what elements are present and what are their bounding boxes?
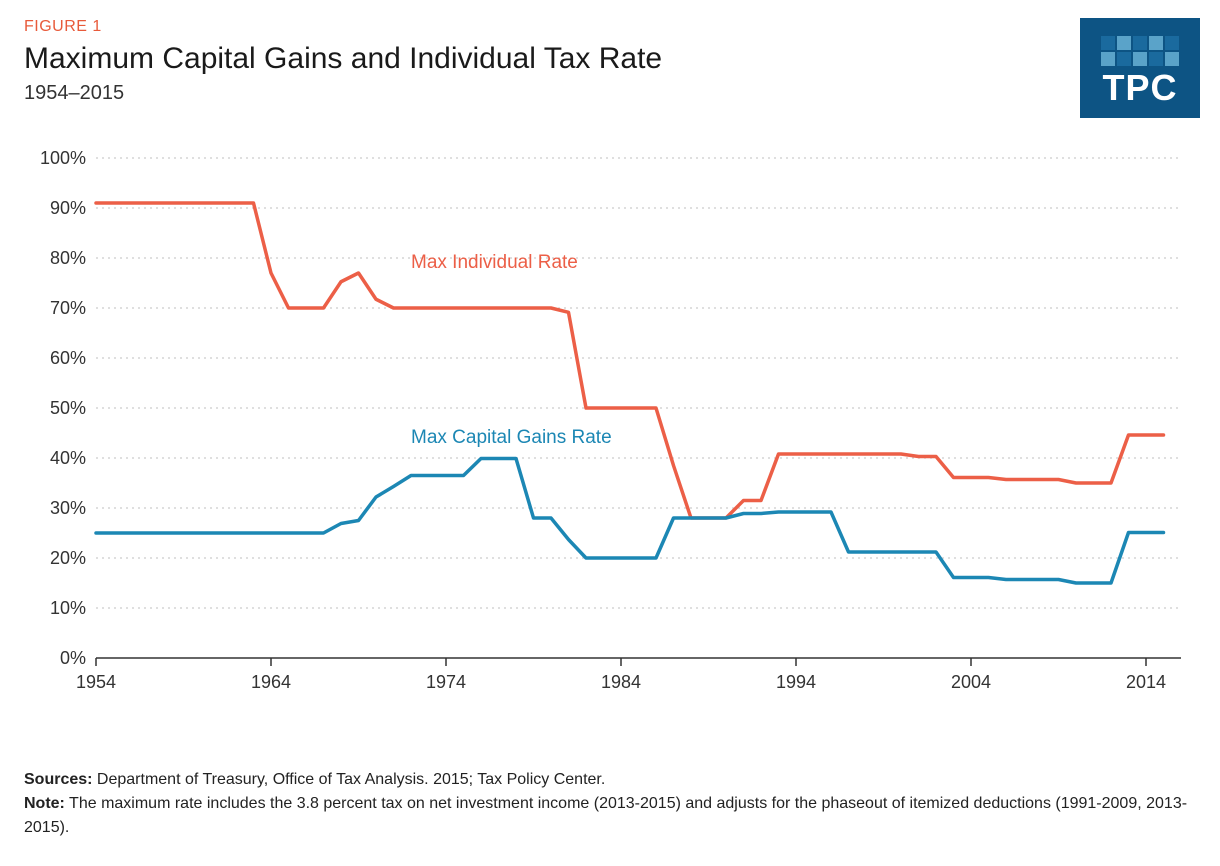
sources-text: Department of Treasury, Office of Tax An…	[92, 771, 605, 788]
x-axis-label: 1984	[601, 672, 641, 692]
y-axis-label: 60%	[50, 348, 86, 368]
y-axis-label: 10%	[50, 598, 86, 618]
y-axis-label: 70%	[50, 298, 86, 318]
x-axis-label: 1954	[76, 672, 116, 692]
tpc-logo: TPC	[1080, 18, 1200, 118]
chart-subtitle: 1954–2015	[24, 82, 1080, 105]
tpc-logo-grid	[1101, 36, 1179, 66]
y-axis-label: 50%	[50, 398, 86, 418]
series-line	[96, 203, 1164, 518]
series-line	[96, 459, 1164, 584]
series-label: Max Capital Gains Rate	[411, 427, 612, 448]
x-axis-label: 1974	[426, 672, 466, 692]
line-chart: 0% 10% 20% 30% 40% 50% 60% 70% 80% 90% 100% 1954 196…	[34, 148, 1194, 708]
y-axis-label: 40%	[50, 448, 86, 468]
chart-area: 0% 10% 20% 30% 40% 50% 60% 70% 80% 90% 100% 1954 196…	[34, 148, 1200, 708]
y-axis-label: 30%	[50, 498, 86, 518]
figure-label: FIGURE 1	[24, 18, 1080, 36]
x-axis-label: 1964	[251, 672, 291, 692]
x-axis-label: 2004	[951, 672, 991, 692]
y-axis-label: 90%	[50, 198, 86, 218]
y-axis-label: 0%	[60, 648, 86, 668]
title-block: FIGURE 1 Maximum Capital Gains and Indiv…	[24, 18, 1080, 105]
x-axis-label: 2014	[1126, 672, 1166, 692]
footer-notes: Sources: Department of Treasury, Office …	[24, 768, 1196, 840]
note-text: The maximum rate includes the 3.8 percen…	[24, 795, 1187, 836]
note-line: Note: The maximum rate includes the 3.8 …	[24, 792, 1196, 840]
sources-line: Sources: Department of Treasury, Office …	[24, 768, 1196, 792]
x-axis-label: 1994	[776, 672, 816, 692]
y-axis-label: 80%	[50, 248, 86, 268]
tpc-logo-text: TPC	[1103, 70, 1178, 106]
series-label: Max Individual Rate	[411, 252, 578, 273]
header: FIGURE 1 Maximum Capital Gains and Indiv…	[24, 18, 1200, 118]
note-label: Note:	[24, 795, 65, 812]
y-axis-label: 100%	[40, 148, 86, 168]
chart-title: Maximum Capital Gains and Individual Tax…	[24, 42, 1080, 76]
sources-label: Sources:	[24, 771, 92, 788]
y-axis-label: 20%	[50, 548, 86, 568]
